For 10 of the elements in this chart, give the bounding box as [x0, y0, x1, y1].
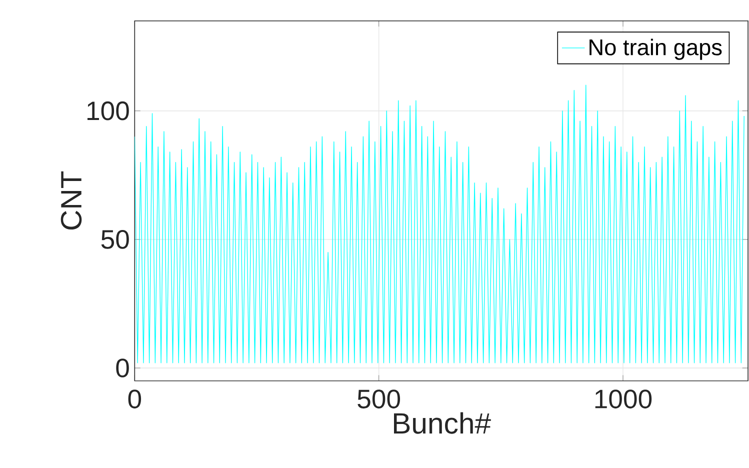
x-axis-title: Bunch# — [394, 412, 491, 434]
x-tick-label: 1000 — [595, 390, 652, 408]
y-tick-label: 0 — [116, 358, 129, 378]
line-series — [134, 84, 744, 364]
x-tick-label: 0 — [128, 390, 142, 408]
legend-label: No train gaps — [590, 38, 722, 60]
y-tick-label: 50 — [101, 230, 129, 249]
x-tick-label: 500 — [358, 390, 400, 408]
y-axis-title: CNT — [60, 171, 82, 230]
y-tick-label: 100 — [87, 101, 129, 120]
